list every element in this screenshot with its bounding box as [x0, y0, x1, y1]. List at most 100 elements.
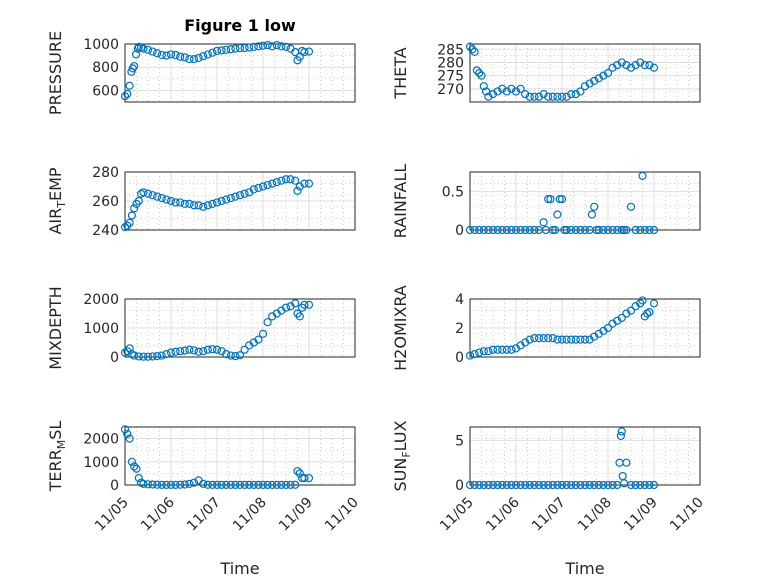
- data-point: [304, 473, 314, 483]
- data-point: [548, 334, 557, 343]
- data-point: [254, 335, 263, 344]
- data-point: [258, 329, 268, 338]
- data-point: [258, 41, 268, 50]
- data-point: [530, 225, 539, 235]
- data-point: [203, 201, 212, 210]
- data-point: [153, 192, 162, 201]
- data-point: [567, 335, 576, 344]
- data-point: [544, 194, 553, 204]
- data-point: [645, 60, 654, 70]
- subplot-h2omixra: 0 2 4 H2OMIXRA: [391, 285, 701, 371]
- data-point: [488, 480, 498, 490]
- data-point: [516, 225, 525, 235]
- data-point: [171, 198, 180, 207]
- x-tick-label: 11/09: [276, 495, 316, 535]
- axes-frame: [469, 171, 701, 231]
- data-point: [631, 60, 640, 70]
- data-point: [222, 350, 231, 359]
- data-point: [617, 313, 626, 322]
- data-point: [194, 201, 203, 210]
- data-point: [484, 225, 493, 235]
- data-point: [571, 225, 580, 235]
- data-point: [185, 199, 194, 208]
- data-point: [132, 464, 141, 473]
- data-point: [171, 347, 180, 356]
- data-point: [123, 89, 132, 98]
- data-point: [189, 478, 199, 487]
- data-point: [571, 480, 580, 490]
- data-point: [544, 334, 553, 343]
- data-point: [180, 480, 189, 489]
- data-point: [134, 352, 143, 361]
- data-point: [502, 345, 511, 354]
- data-point: [162, 195, 171, 204]
- data-point: [263, 480, 272, 489]
- y-tick-label: 285: [437, 42, 464, 58]
- data-point: [286, 480, 295, 489]
- data-point: [475, 225, 484, 235]
- data-point: [258, 182, 268, 191]
- data-point: [553, 92, 562, 101]
- data-point: [475, 480, 484, 490]
- data-point: [139, 352, 148, 361]
- data-point: [619, 479, 629, 488]
- data-point: [240, 43, 249, 53]
- y-tick-label: 1000: [83, 37, 119, 53]
- data-point: [304, 179, 314, 188]
- data-point: [631, 480, 640, 490]
- data-point: [571, 89, 580, 99]
- data-point: [498, 345, 507, 354]
- data-point: [176, 52, 185, 61]
- subplot-air-temp: 240 260 280 AIRTEMP: [46, 165, 356, 239]
- data-point: [240, 189, 249, 198]
- data-point: [295, 312, 304, 321]
- data-point: [548, 225, 557, 235]
- data-point: [488, 345, 498, 354]
- data-point: [576, 87, 585, 96]
- data-point: [603, 323, 613, 333]
- data-point: [636, 225, 645, 235]
- data-point: [153, 352, 162, 361]
- data-point: [548, 92, 557, 101]
- data-point: [562, 335, 571, 344]
- data-point: [212, 480, 222, 489]
- data-point: [590, 76, 599, 86]
- data-point: [249, 42, 258, 52]
- data-point: [185, 479, 194, 488]
- data-point: [530, 92, 539, 101]
- data-point: [580, 225, 590, 235]
- y-tick-label: 600: [92, 83, 119, 99]
- data-point: [638, 296, 647, 305]
- y-tick-label: 0: [455, 223, 464, 239]
- data-point: [645, 307, 654, 317]
- subplot-pressure: 600 800 1000 PRESSURE: [46, 31, 356, 115]
- data-point: [281, 175, 291, 184]
- data-point: [203, 50, 212, 59]
- data-point: [166, 196, 176, 206]
- data-point: [576, 225, 585, 235]
- data-point: [479, 480, 488, 490]
- data-point: [226, 351, 235, 360]
- data-point: [231, 480, 240, 489]
- data-point: [235, 351, 245, 360]
- y-axis-label: H2OMIXRA: [391, 285, 410, 371]
- data-point: [636, 58, 645, 67]
- data-point: [157, 351, 166, 360]
- axes-frame: [469, 298, 701, 358]
- data-point: [212, 198, 222, 207]
- data-point: [587, 210, 597, 219]
- data-point: [130, 351, 139, 360]
- data-point: [525, 92, 534, 101]
- y-tick-label: 240: [92, 223, 119, 239]
- data-point: [645, 225, 654, 235]
- data-point: [511, 480, 521, 490]
- data-point: [226, 480, 235, 489]
- data-point: [626, 202, 636, 211]
- data-point: [465, 480, 475, 490]
- data-point: [557, 194, 567, 204]
- data-point: [645, 480, 654, 490]
- data-point: [493, 480, 502, 490]
- data-point: [571, 335, 580, 344]
- data-point: [208, 345, 217, 354]
